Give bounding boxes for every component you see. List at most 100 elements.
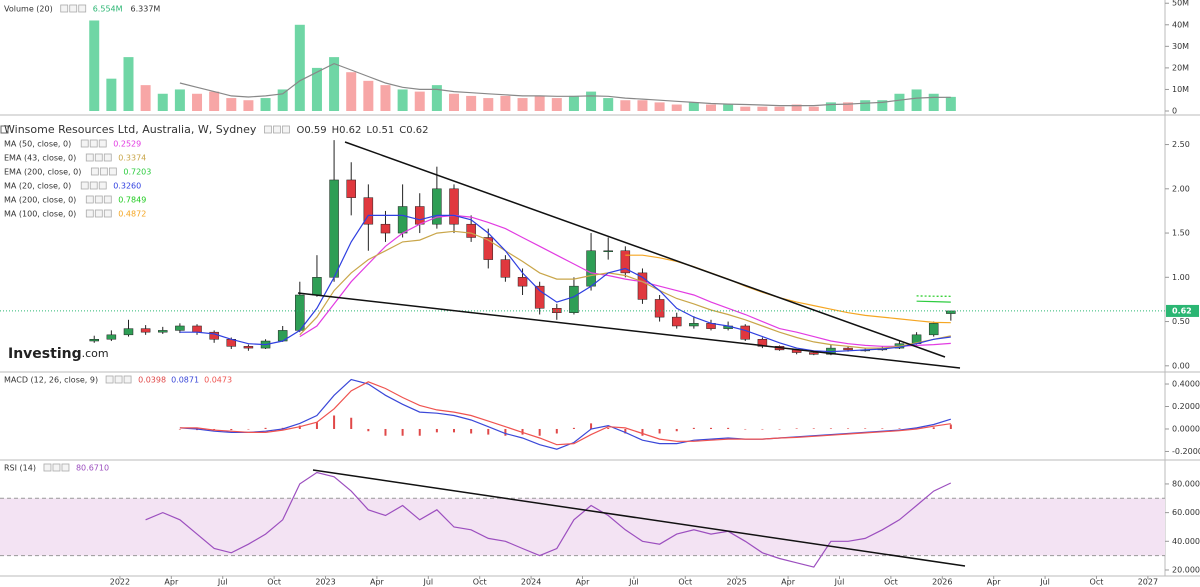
volume-bar — [825, 102, 836, 111]
x-tick-label: Oct — [1090, 578, 1104, 587]
candle-body — [414, 206, 425, 225]
candle-body — [106, 334, 117, 340]
settings-icon — [85, 153, 94, 162]
indicator-value: 0.3374 — [118, 154, 146, 163]
rsi-line — [145, 471, 952, 568]
x-tick-label: Apr — [781, 578, 796, 587]
settings-icon — [52, 463, 61, 472]
volume-bar — [894, 93, 905, 111]
volume-bar — [843, 102, 854, 111]
candle-body — [586, 250, 596, 287]
trendlines — [297, 141, 966, 567]
settings-icon — [78, 4, 87, 13]
settings-icon — [89, 139, 98, 148]
candle-body — [397, 206, 408, 234]
ohlc-value: 0.51 — [372, 125, 394, 136]
y-tick-label: 60.0000 — [1172, 508, 1200, 517]
volume-bar — [140, 85, 151, 111]
legend-value: 80.6710 — [76, 464, 109, 473]
candle-body — [449, 188, 459, 225]
histogram-bar — [709, 427, 712, 429]
indicator-value: 0.7203 — [123, 168, 151, 177]
volume-bar — [243, 100, 254, 111]
volume-bar — [637, 100, 648, 111]
volume-bar — [192, 93, 203, 111]
histogram-bar — [932, 427, 935, 429]
settings-icon — [273, 125, 281, 134]
ohlc-prefix: O — [296, 125, 304, 136]
price-tag-label: 0.62 — [1172, 306, 1192, 315]
settings-icon — [94, 195, 103, 204]
x-tick-label: Apr — [987, 578, 1002, 587]
volume-bar — [157, 93, 168, 111]
indicator-value: 0.4872 — [118, 210, 146, 219]
histogram-bar — [453, 428, 456, 433]
histogram-bar — [812, 428, 815, 429]
volume-bar — [380, 85, 391, 111]
settings-icon — [99, 167, 108, 176]
panel-title: Volume (20) — [4, 5, 53, 14]
volume-bar — [346, 72, 357, 111]
candle-body — [380, 223, 391, 234]
candle-body — [140, 328, 151, 333]
candle-body — [346, 179, 356, 198]
indicator-name: EMA (43, close, 0) — [4, 154, 76, 163]
panel-title: MACD (12, 26, close, 9) — [4, 376, 98, 385]
indicator-line — [299, 230, 951, 349]
ohlc-prefix: C — [399, 125, 406, 136]
candle-body — [603, 250, 613, 253]
legend-value: 6.337M — [131, 5, 161, 14]
y-tick-label: 40M — [1172, 20, 1189, 29]
histogram-bar — [607, 427, 610, 429]
volume-bar — [534, 95, 545, 111]
volume-bar — [791, 104, 802, 111]
candle-body — [671, 316, 682, 327]
settings-icon — [80, 181, 89, 190]
settings-icon — [103, 195, 112, 204]
volume-bar — [466, 95, 477, 111]
watermark: .com — [82, 347, 109, 360]
watermark: Investing — [8, 346, 82, 362]
candle-body — [123, 328, 134, 336]
histogram-bar — [418, 428, 421, 436]
panel-title: RSI (14) — [4, 464, 36, 473]
settings-icon — [80, 139, 89, 148]
indicator-value: 0.2529 — [113, 140, 141, 149]
indicator-name: MA (100, close, 0) — [4, 210, 76, 219]
volume-bar — [277, 89, 288, 111]
candle-body — [689, 323, 699, 327]
settings-icon — [103, 209, 112, 218]
histogram-bar — [264, 427, 267, 429]
settings-icon — [114, 375, 123, 384]
x-tick-label: Apr — [576, 578, 591, 587]
y-tick-label: 0.0000 — [1172, 424, 1200, 433]
volume-bar — [123, 57, 134, 111]
candle-body — [192, 325, 202, 333]
ohlc-value: 0.59 — [304, 125, 326, 136]
candle-body — [483, 237, 494, 260]
histogram-bar — [658, 428, 661, 434]
candle-body — [620, 250, 631, 274]
candle-body — [158, 330, 168, 333]
histogram-bar — [315, 422, 318, 429]
indicator-line — [299, 214, 951, 347]
volume-bar — [414, 91, 425, 111]
candle-body — [809, 352, 819, 355]
candle-body — [243, 346, 254, 349]
volume-bar — [774, 106, 785, 111]
volume-bar — [209, 91, 220, 111]
histogram-bar — [761, 428, 764, 430]
ohlc-prefix: H — [332, 125, 340, 136]
volume-bar — [329, 57, 340, 111]
histogram-bar — [829, 428, 832, 429]
volume-bar — [551, 98, 562, 111]
ohlc-value: 0.62 — [406, 125, 428, 136]
settings-icon — [90, 167, 99, 176]
volume-bar — [928, 93, 939, 111]
x-tick-label: Jul — [422, 578, 433, 587]
volume-bar — [860, 100, 871, 111]
candle-body — [843, 347, 853, 351]
trendline — [312, 469, 966, 567]
volume-ma-line — [179, 62, 951, 107]
